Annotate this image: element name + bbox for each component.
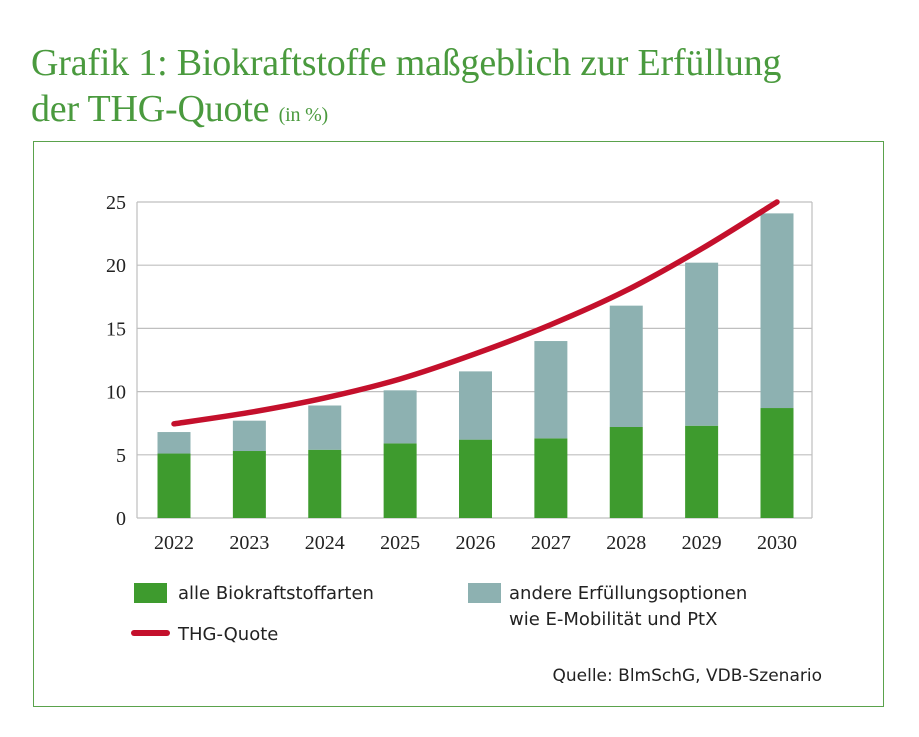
x-tick-label: 2023 <box>229 532 269 554</box>
legend-label-other-line2: wie E-Mobilität und PtX <box>509 609 717 630</box>
y-tick-label: 25 <box>106 192 126 214</box>
bar-bio-2027 <box>534 438 568 518</box>
y-axis-ticks: 0 5 10 15 20 25 <box>106 192 126 530</box>
legend-swatch-other <box>468 583 501 603</box>
bar-bio-2024 <box>308 449 342 518</box>
x-tick-label: 2022 <box>154 532 194 554</box>
title-line-2: der THG-Quote <box>31 88 270 130</box>
chart-frame <box>33 141 884 707</box>
x-tick-label: 2026 <box>456 532 496 554</box>
x-tick-label: 2024 <box>305 532 345 554</box>
bar-other-2026 <box>459 371 492 440</box>
x-tick-label: 2025 <box>380 532 420 554</box>
bar-other-2030 <box>760 213 794 409</box>
legend: alle Biokraftstoffarten andere Erfüllung… <box>131 583 747 645</box>
bar-other-2024 <box>308 405 342 450</box>
thg-quote-line <box>171 199 780 427</box>
title-line-1: Grafik 1: Biokraftstoffe maßgeblich zur … <box>31 42 782 84</box>
x-tick-label: 2027 <box>531 532 571 554</box>
chart-title: Grafik 1: Biokraftstoffe maßgeblich zur … <box>31 40 782 138</box>
bar-bio-2022 <box>157 453 191 518</box>
y-tick-label: 5 <box>116 445 126 467</box>
y-tick-label: 20 <box>106 255 126 277</box>
bar-bio-2030 <box>760 408 794 518</box>
bar-bio-2025 <box>383 443 417 518</box>
title-unit: (in %) <box>278 104 329 126</box>
x-tick-label: 2029 <box>682 532 722 554</box>
bar-other-2029 <box>685 262 719 426</box>
bars <box>157 213 794 518</box>
bar-bio-2023 <box>232 451 266 518</box>
bar-bio-2028 <box>609 426 643 518</box>
y-tick-label: 0 <box>116 508 126 530</box>
bar-bio-2026 <box>459 439 492 518</box>
bar-other-2022 <box>157 432 191 454</box>
bar-bio-2029 <box>685 425 719 518</box>
source-note: Quelle: BlmSchG, VDB-Szenario <box>553 666 823 686</box>
legend-swatch-bio <box>134 583 167 603</box>
legend-label-other-line1: andere Erfüllungsoptionen <box>509 583 747 604</box>
bar-other-2025 <box>383 390 417 444</box>
legend-label-bio: alle Biokraftstoffarten <box>178 583 374 604</box>
bar-other-2027 <box>534 341 568 439</box>
legend-label-line: THG-Quote <box>177 624 278 645</box>
y-tick-label: 10 <box>106 382 126 404</box>
y-tick-label: 15 <box>106 318 126 340</box>
bar-other-2028 <box>609 305 643 427</box>
bar-other-2023 <box>232 420 266 452</box>
x-tick-label: 2030 <box>757 532 797 554</box>
thg-line <box>171 199 780 427</box>
x-axis-ticks: 2022 2023 2024 2025 2026 2027 2028 2029 2030 <box>154 532 797 554</box>
x-tick-label: 2028 <box>606 532 646 554</box>
